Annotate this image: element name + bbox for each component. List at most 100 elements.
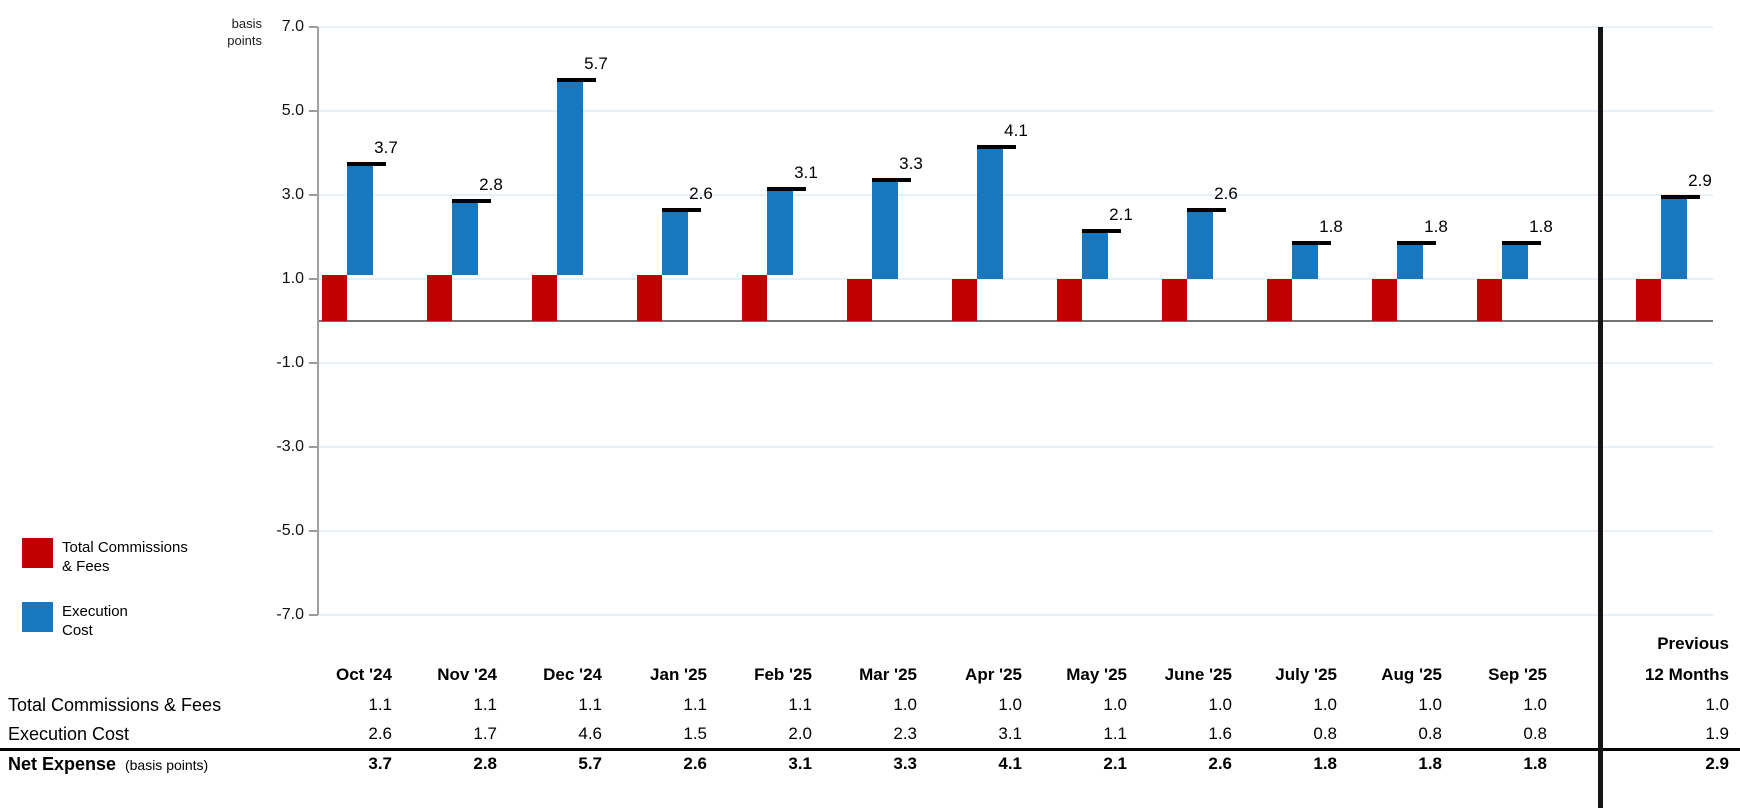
legend-label-execution-cost: Execution Cost — [62, 603, 128, 639]
y-gridline — [318, 110, 1713, 112]
table-cell-net-expense: 2.8 — [473, 754, 497, 773]
table-cell-execution-cost: 0.8 — [1523, 724, 1547, 743]
net-expense-value-label: 2.1 — [1109, 204, 1133, 224]
table-cell-execution-cost: 2.3 — [893, 724, 917, 743]
total-commissions-bar — [532, 274, 557, 321]
table-cell-total-commissions: 1.1 — [368, 695, 392, 714]
table-row-label-net-expense: Net Expense (basis points) — [8, 754, 209, 774]
table-cell-total-commissions: 1.0 — [1705, 695, 1729, 714]
net-expense-value-label: 3.3 — [899, 154, 923, 174]
table-month-header: Aug '25 — [1381, 665, 1442, 684]
previous-12-months-separator-line — [1598, 27, 1603, 808]
table-month-header: June '25 — [1164, 665, 1232, 684]
execution-cost-bar — [1397, 245, 1423, 279]
execution-cost-bar — [977, 148, 1003, 279]
table-month-header: Mar '25 — [859, 665, 917, 684]
table-cell-total-commissions: 1.1 — [473, 695, 497, 714]
total-commissions-bar — [1057, 279, 1082, 321]
y-gridline — [318, 614, 1713, 616]
table-cell-net-expense: 2.6 — [683, 754, 707, 773]
table-row-label-total-commissions: Total Commissions & Fees — [8, 695, 222, 715]
y-gridline — [318, 278, 1713, 280]
y-gridline — [318, 362, 1713, 364]
table-cell-net-expense: 3.3 — [893, 754, 917, 773]
table-month-header: Sep '25 — [1488, 665, 1547, 684]
net-expense-value-label: 2.6 — [1214, 183, 1238, 203]
table-cell-total-commissions: 1.0 — [1313, 695, 1337, 714]
net-expense-marker — [1292, 241, 1331, 246]
total-commissions-bar — [1267, 279, 1292, 321]
y-axis-tick — [309, 530, 318, 532]
table-month-header: Jan '25 — [650, 665, 707, 684]
total-commissions-bar — [952, 279, 977, 321]
total-commissions-bar — [1477, 279, 1502, 321]
net-expense-marker — [977, 144, 1016, 149]
execution-cost-bar — [1292, 245, 1318, 279]
table-cell-execution-cost: 1.5 — [683, 724, 707, 743]
total-commissions-bar — [1372, 279, 1397, 321]
table-cell-net-expense: 2.1 — [1103, 754, 1127, 773]
table-cell-total-commissions: 1.0 — [893, 695, 917, 714]
total-commissions-bar — [847, 279, 872, 321]
execution-cost-bar — [1661, 199, 1687, 279]
table-cell-execution-cost: 1.1 — [1103, 724, 1127, 743]
table-month-header: Feb '25 — [754, 665, 812, 684]
net-expense-unit-suffix: (basis points) — [124, 757, 209, 773]
execution-cost-bar — [1187, 211, 1213, 279]
y-axis-tick — [309, 278, 318, 280]
total-commissions-bar — [427, 274, 452, 321]
net-expense-value-label: 4.1 — [1004, 120, 1028, 140]
table-cell-net-expense: 1.8 — [1313, 754, 1337, 773]
table-cell-total-commissions: 1.0 — [1103, 695, 1127, 714]
table-month-header: July '25 — [1275, 665, 1337, 684]
y-gridline — [318, 530, 1713, 532]
chart-legend: Total Commissions & Fees Execution Cost — [22, 538, 188, 666]
table-cell-execution-cost: 2.0 — [788, 724, 812, 743]
net-expense-value-label: 3.1 — [794, 162, 818, 182]
table-cell-execution-cost: 1.7 — [473, 724, 497, 743]
table-cell-execution-cost: 0.8 — [1418, 724, 1442, 743]
y-axis-tick-label: -3.0 — [276, 438, 304, 455]
total-commissions-swatch-icon — [22, 538, 53, 568]
net-expense-marker — [557, 77, 596, 82]
table-cell-total-commissions: 1.0 — [1418, 695, 1442, 714]
table-cell-total-commissions: 1.1 — [788, 695, 812, 714]
execution-cost-bar — [557, 81, 583, 275]
table-row-label-execution-cost: Execution Cost — [8, 724, 130, 744]
y-axis-tick — [309, 110, 318, 112]
net-expense-value-label: 5.7 — [584, 53, 608, 73]
net-expense-marker — [452, 199, 491, 204]
table-cell-net-expense: 3.7 — [368, 754, 392, 773]
y-gridline — [318, 194, 1713, 196]
execution-cost-bar — [347, 165, 373, 275]
table-cell-net-expense: 1.8 — [1523, 754, 1547, 773]
y-axis-tick-label: 3.0 — [281, 186, 304, 203]
table-cell-total-commissions: 1.0 — [998, 695, 1022, 714]
net-expense-marker — [662, 207, 701, 212]
execution-cost-bar — [662, 211, 688, 275]
net-expense-value-label: 2.9 — [1688, 171, 1712, 191]
net-expense-value-label: 1.8 — [1319, 217, 1343, 237]
net-expense-marker — [767, 186, 806, 191]
table-cell-total-commissions: 1.0 — [1523, 695, 1547, 714]
y-axis-unit-label: basis points — [182, 15, 262, 49]
table-cell-execution-cost: 1.9 — [1705, 724, 1729, 743]
net-expense-value-label: 2.6 — [689, 183, 713, 203]
table-month-header: Nov '24 — [437, 665, 497, 684]
table-month-header: May '25 — [1066, 665, 1127, 684]
table-cell-net-expense: 2.6 — [1208, 754, 1232, 773]
total-commissions-bar — [322, 274, 347, 321]
y-axis-tick-label: -1.0 — [276, 354, 304, 371]
table-cell-net-expense: 3.1 — [788, 754, 812, 773]
table-month-header: Oct '24 — [335, 665, 392, 684]
table-cell-execution-cost: 4.6 — [578, 724, 602, 743]
table-month-header: Dec '24 — [543, 665, 602, 684]
net-expense-marker — [1661, 195, 1700, 200]
y-axis-unit-line1: basis — [231, 16, 262, 31]
legend-item-execution-cost: Execution Cost — [22, 602, 188, 640]
net-expense-marker — [1082, 228, 1121, 233]
total-commissions-bar — [637, 274, 662, 321]
net-expense-marker — [1502, 241, 1541, 246]
